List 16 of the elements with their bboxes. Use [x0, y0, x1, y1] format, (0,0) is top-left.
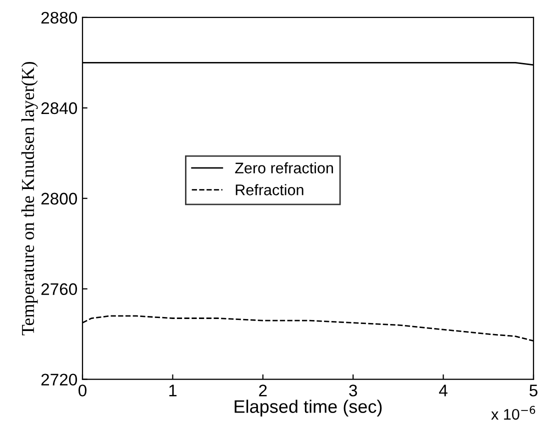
y-axis-title: Temperature on the Knudsen layer(K) [21, 62, 38, 336]
y-tick-label: 2720 [41, 374, 77, 386]
x-tick-label: 5 [530, 384, 538, 396]
x-tick-label: 0 [78, 384, 86, 396]
legend-label: Zero refraction [235, 162, 333, 174]
x-tick-label: 1 [169, 384, 177, 396]
x-tick-label: 3 [349, 384, 357, 396]
x-tick-label: 4 [439, 384, 448, 396]
y-tick-label: 2880 [41, 12, 77, 24]
legend-label: Refraction [236, 184, 304, 196]
x-tick-label: 2 [259, 384, 267, 396]
text: x 10$^{−6}$ [491, 406, 536, 420]
x-axis-title: Elapsed time (sec) [234, 400, 382, 417]
y-tick-label: 2840 [41, 102, 77, 114]
y-tick-label: 2760 [41, 283, 77, 296]
y-tick-label: 2800 [41, 192, 77, 205]
